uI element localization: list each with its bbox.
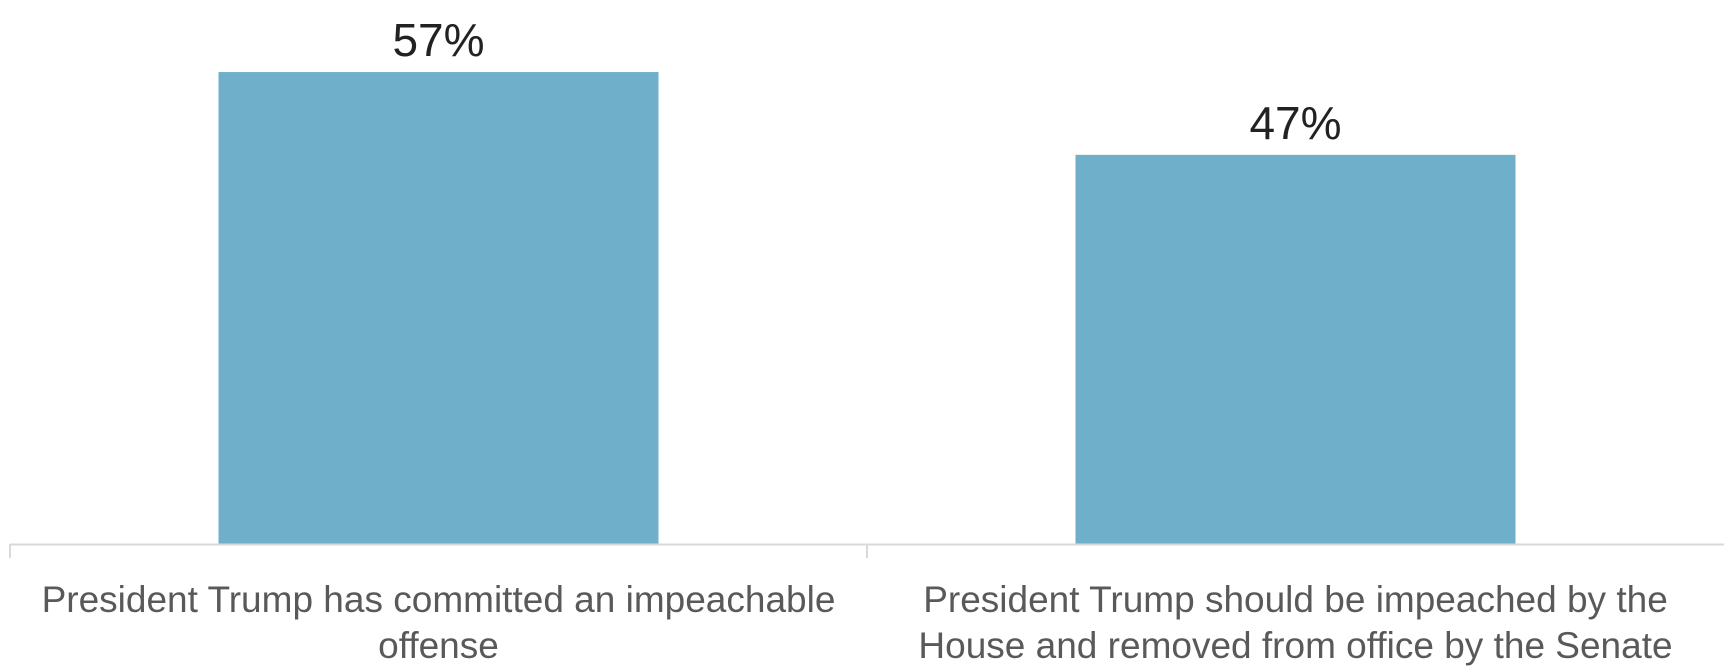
category-label-2: President Trump should be impeached by t… [918, 579, 1672, 666]
bar-2 [1075, 154, 1516, 544]
bar-1 [218, 72, 659, 544]
category-label-line: House and removed from office by the Sen… [918, 625, 1672, 666]
value-labels-group: 57% 47% [392, 14, 1341, 149]
category-label-line: offense [378, 625, 499, 666]
bars-group [218, 72, 1516, 544]
data-label-2: 47% [1249, 97, 1341, 149]
x-axis [9, 543, 1724, 558]
data-label-1: 57% [392, 14, 484, 66]
category-labels-group: President Trump has committed an impeach… [42, 579, 1673, 666]
category-label-line: President Trump has committed an impeach… [42, 579, 836, 620]
category-label-line: President Trump should be impeached by t… [923, 579, 1668, 620]
category-label-1: President Trump has committed an impeach… [42, 579, 836, 666]
